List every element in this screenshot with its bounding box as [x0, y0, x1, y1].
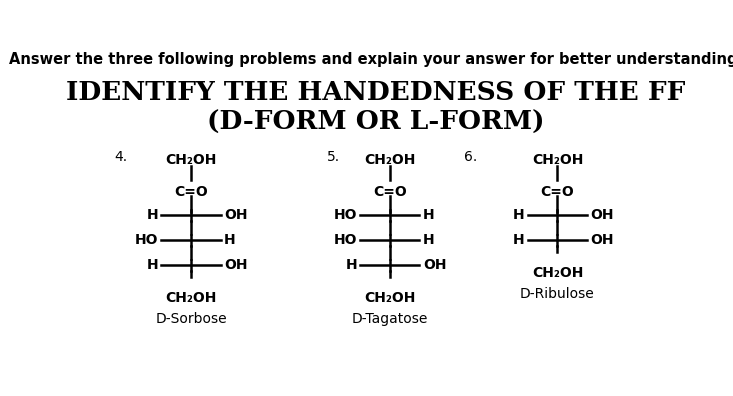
Text: D-Tagatose: D-Tagatose: [352, 312, 428, 326]
Text: D-Sorbose: D-Sorbose: [155, 312, 226, 326]
Text: CH₂OH: CH₂OH: [166, 291, 217, 305]
Text: H: H: [224, 233, 235, 247]
Text: (D-FORM OR L-FORM): (D-FORM OR L-FORM): [207, 110, 545, 135]
Text: HO: HO: [135, 233, 158, 247]
Text: OH: OH: [224, 208, 248, 222]
Text: H: H: [423, 208, 435, 222]
Text: C=O: C=O: [540, 185, 575, 199]
Text: H: H: [513, 208, 525, 222]
Text: CH₂OH: CH₂OH: [364, 291, 416, 305]
Text: CH₂OH: CH₂OH: [531, 153, 583, 167]
Text: H: H: [513, 233, 525, 247]
Text: D-Ribulose: D-Ribulose: [520, 287, 594, 301]
Text: CH₂OH: CH₂OH: [364, 153, 416, 167]
Text: Answer the three following problems and explain your answer for better understan: Answer the three following problems and …: [9, 52, 733, 67]
Text: OH: OH: [590, 208, 614, 222]
Text: H: H: [345, 258, 357, 272]
Text: H: H: [423, 233, 435, 247]
Text: OH: OH: [423, 258, 446, 272]
Text: CH₂OH: CH₂OH: [166, 153, 217, 167]
Text: CH₂OH: CH₂OH: [531, 266, 583, 280]
Text: C=O: C=O: [174, 185, 208, 199]
Text: H: H: [147, 208, 158, 222]
Text: 4.: 4.: [114, 150, 128, 164]
Text: OH: OH: [590, 233, 614, 247]
Text: IDENTIFY THE HANDEDNESS OF THE FF: IDENTIFY THE HANDEDNESS OF THE FF: [66, 80, 685, 105]
Text: 5.: 5.: [328, 150, 341, 164]
Text: C=O: C=O: [373, 185, 407, 199]
Text: OH: OH: [224, 258, 248, 272]
Text: 6.: 6.: [464, 150, 477, 164]
Text: H: H: [147, 258, 158, 272]
Text: HO: HO: [334, 208, 357, 222]
Text: HO: HO: [334, 233, 357, 247]
